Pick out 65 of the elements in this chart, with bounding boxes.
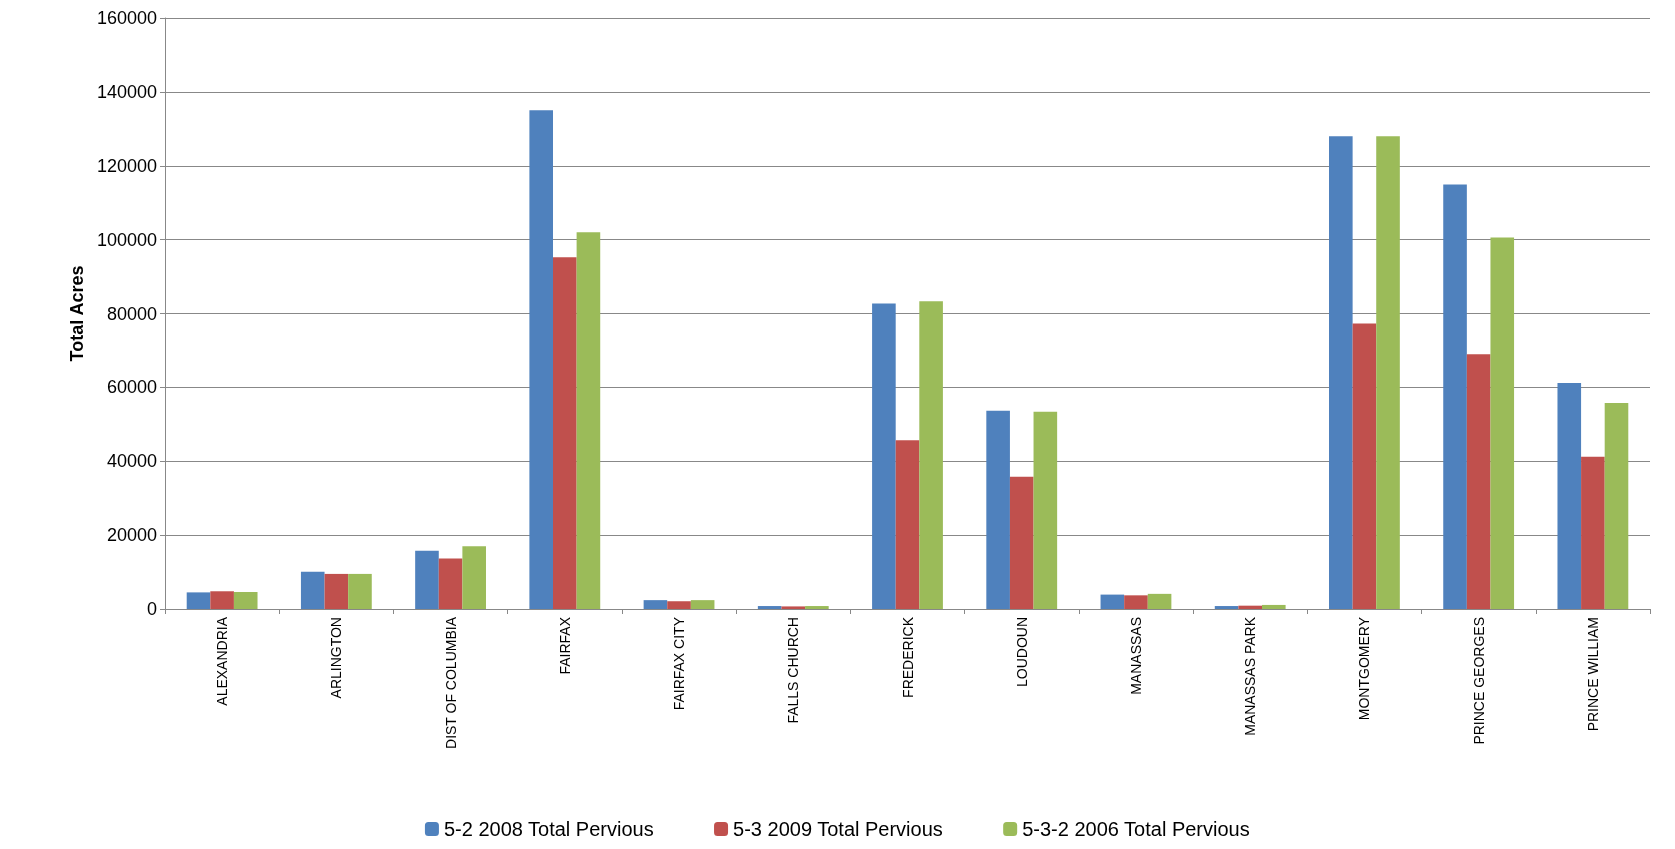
bar xyxy=(1147,593,1172,609)
bar xyxy=(186,592,211,609)
bar xyxy=(1009,476,1034,609)
legend-label: 5-2 2008 Total Pervious xyxy=(443,818,654,840)
bar xyxy=(1581,456,1605,609)
bar xyxy=(1214,606,1239,609)
bar xyxy=(233,592,258,609)
x-tick-label: PRINCE WILLIAM xyxy=(1584,617,1601,732)
x-tick-label: MANASSAS xyxy=(1127,617,1144,695)
bar xyxy=(1033,411,1058,609)
y-tick-label: 80000 xyxy=(106,303,157,324)
bar xyxy=(1466,354,1491,609)
bar xyxy=(1604,402,1629,609)
bar xyxy=(757,606,782,609)
bar xyxy=(986,410,1010,609)
bar xyxy=(300,571,325,609)
x-tick-label: FALLS CHURCH xyxy=(785,617,802,724)
x-tick-label: DIST OF COLUMBIA xyxy=(442,616,459,749)
bar xyxy=(1124,595,1148,609)
bar xyxy=(553,257,577,609)
bar xyxy=(805,606,829,609)
y-axis-title: Total Acres xyxy=(67,265,88,362)
y-tick-label: 20000 xyxy=(106,525,157,546)
bar xyxy=(919,301,943,609)
y-tick-label: 60000 xyxy=(106,377,157,398)
bar xyxy=(1376,136,1400,609)
bar xyxy=(781,606,806,609)
bar xyxy=(1329,136,1353,609)
bar xyxy=(438,558,463,609)
bar xyxy=(1490,237,1515,609)
y-tick-label: 40000 xyxy=(106,451,157,472)
y-tick-label: 120000 xyxy=(96,155,157,176)
bar xyxy=(895,440,920,609)
bar xyxy=(1262,604,1286,609)
bar xyxy=(415,550,439,609)
x-tick-label: FAIRFAX xyxy=(556,616,573,675)
bar xyxy=(690,600,715,609)
y-tick-label: 0 xyxy=(146,599,157,619)
bar xyxy=(348,573,372,609)
bar xyxy=(667,601,691,609)
x-tick-label: ALEXANDRIA xyxy=(214,616,231,706)
bar xyxy=(210,591,234,609)
bar xyxy=(324,573,349,609)
y-tick-label: 140000 xyxy=(96,81,157,102)
y-tick-label: 100000 xyxy=(96,229,157,250)
bar xyxy=(1352,323,1377,609)
bar xyxy=(576,232,601,609)
bar xyxy=(1100,594,1125,609)
x-tick-label: PRINCE GEORGES xyxy=(1470,617,1487,745)
legend-label: 5-3 2009 Total Pervious xyxy=(733,818,943,840)
bar xyxy=(872,303,896,609)
bar xyxy=(1557,382,1582,609)
x-tick-label: ARLINGTON xyxy=(328,617,345,699)
y-tick-label: 160000 xyxy=(96,8,157,28)
x-tick-label: FREDERICK xyxy=(899,616,916,698)
bar xyxy=(643,600,668,609)
x-tick-label: MANASSAS PARK xyxy=(1242,616,1259,736)
x-tick-label: LOUDOUN xyxy=(1013,617,1030,688)
bar xyxy=(1443,184,1467,609)
x-tick-label: MONTGOMERY xyxy=(1356,616,1373,721)
bar xyxy=(529,110,553,609)
bar xyxy=(462,546,486,609)
legend-label: 5-3-2 2006 Total Pervious xyxy=(1022,818,1250,840)
x-tick-label: FAIRFAX CITY xyxy=(671,616,688,711)
bar xyxy=(1238,605,1262,609)
